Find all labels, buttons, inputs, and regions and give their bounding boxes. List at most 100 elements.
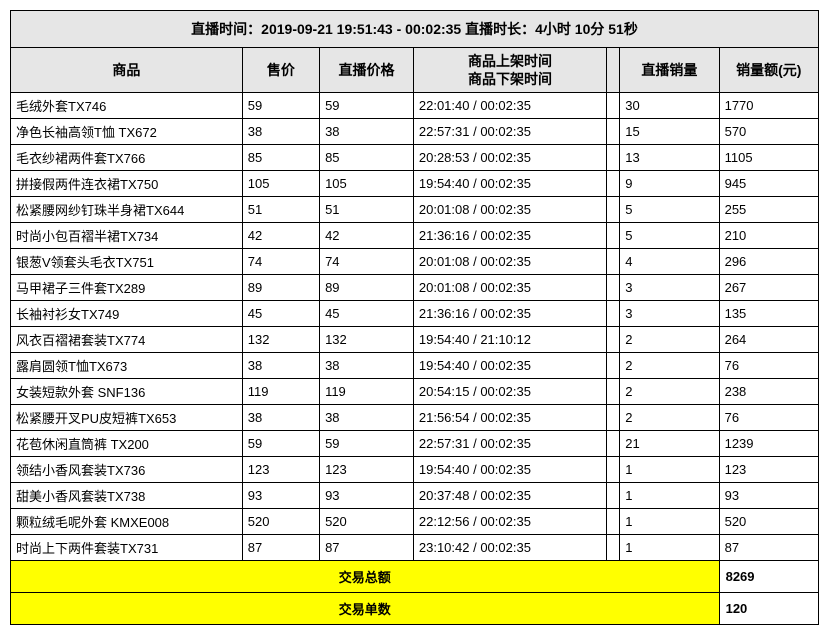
- cell-qty: 3: [620, 301, 719, 327]
- cell-price: 132: [242, 327, 319, 353]
- header-row: 商品 售价 直播价格 商品上架时间 商品下架时间 直播销量 销量额(元): [11, 48, 819, 93]
- cell-live_price: 59: [320, 431, 414, 457]
- cell-sep: [607, 119, 620, 145]
- cell-live_price: 87: [320, 535, 414, 561]
- cell-qty: 5: [620, 197, 719, 223]
- cell-qty: 15: [620, 119, 719, 145]
- cell-product: 马甲裙子三件套TX289: [11, 275, 243, 301]
- cell-price: 520: [242, 509, 319, 535]
- cell-price: 59: [242, 93, 319, 119]
- cell-time: 19:54:40 / 00:02:35: [413, 353, 606, 379]
- cell-live_price: 38: [320, 353, 414, 379]
- cell-sep: [607, 327, 620, 353]
- cell-price: 119: [242, 379, 319, 405]
- table-row: 净色长袖高领T恤 TX672383822:57:31 / 00:02:35155…: [11, 119, 819, 145]
- cell-product: 女装短款外套 SNF136: [11, 379, 243, 405]
- cell-product: 花苞休闲直筒裤 TX200: [11, 431, 243, 457]
- cell-qty: 2: [620, 353, 719, 379]
- table-row: 拼接假两件连衣裙TX75010510519:54:40 / 00:02:3599…: [11, 171, 819, 197]
- cell-product: 毛衣纱裙两件套TX766: [11, 145, 243, 171]
- cell-product: 颗粒绒毛呢外套 KMXE008: [11, 509, 243, 535]
- table-row: 露肩圆领T恤TX673383819:54:40 / 00:02:35276: [11, 353, 819, 379]
- cell-price: 45: [242, 301, 319, 327]
- table-row: 颗粒绒毛呢外套 KMXE00852052022:12:56 / 00:02:35…: [11, 509, 819, 535]
- cell-live_price: 74: [320, 249, 414, 275]
- cell-product: 领结小香风套装TX736: [11, 457, 243, 483]
- livestream-sales-table: 直播时间：2019-09-21 19:51:43 - 00:02:35 直播时长…: [10, 10, 819, 625]
- cell-live_price: 38: [320, 405, 414, 431]
- cell-product: 银葱V领套头毛衣TX751: [11, 249, 243, 275]
- cell-amt: 267: [719, 275, 818, 301]
- cell-time: 21:36:16 / 00:02:35: [413, 223, 606, 249]
- table-row: 银葱V领套头毛衣TX751747420:01:08 / 00:02:354296: [11, 249, 819, 275]
- cell-live_price: 93: [320, 483, 414, 509]
- cell-live_price: 42: [320, 223, 414, 249]
- table-row: 马甲裙子三件套TX289898920:01:08 / 00:02:353267: [11, 275, 819, 301]
- summary-total-label: 交易总额: [11, 561, 720, 593]
- cell-qty: 3: [620, 275, 719, 301]
- table-row: 女装短款外套 SNF13611911920:54:15 / 00:02:3522…: [11, 379, 819, 405]
- summary-total-row: 交易总额 8269: [11, 561, 819, 593]
- cell-live_price: 520: [320, 509, 414, 535]
- cell-time: 22:01:40 / 00:02:35: [413, 93, 606, 119]
- cell-sep: [607, 93, 620, 119]
- cell-product: 露肩圆领T恤TX673: [11, 353, 243, 379]
- cell-sep: [607, 301, 620, 327]
- cell-sep: [607, 249, 620, 275]
- cell-live_price: 59: [320, 93, 414, 119]
- cell-price: 89: [242, 275, 319, 301]
- cell-sep: [607, 171, 620, 197]
- cell-time: 23:10:42 / 00:02:35: [413, 535, 606, 561]
- col-product: 商品: [11, 48, 243, 93]
- cell-product: 时尚上下两件套装TX731: [11, 535, 243, 561]
- col-time-l1: 商品上架时间: [418, 52, 602, 70]
- cell-amt: 1239: [719, 431, 818, 457]
- start-time: 2019-09-21 19:51:43: [261, 21, 393, 37]
- cell-time: 22:57:31 / 00:02:35: [413, 431, 606, 457]
- col-live-price: 直播价格: [320, 48, 414, 93]
- cell-time: 20:28:53 / 00:02:35: [413, 145, 606, 171]
- table-row: 风衣百褶裙套装TX77413213219:54:40 / 21:10:12226…: [11, 327, 819, 353]
- cell-qty: 1: [620, 483, 719, 509]
- title-row: 直播时间：2019-09-21 19:51:43 - 00:02:35 直播时长…: [11, 11, 819, 48]
- table-row: 甜美小香风套装TX738939320:37:48 / 00:02:35193: [11, 483, 819, 509]
- cell-price: 59: [242, 431, 319, 457]
- cell-product: 毛绒外套TX746: [11, 93, 243, 119]
- cell-product: 甜美小香风套装TX738: [11, 483, 243, 509]
- cell-sep: [607, 431, 620, 457]
- cell-time: 20:01:08 / 00:02:35: [413, 275, 606, 301]
- cell-amt: 520: [719, 509, 818, 535]
- duration: 4小时 10分 51秒: [535, 21, 638, 37]
- cell-price: 87: [242, 535, 319, 561]
- summary-total-value: 8269: [719, 561, 818, 593]
- table-row: 花苞休闲直筒裤 TX200595922:57:31 / 00:02:352112…: [11, 431, 819, 457]
- table-row: 毛绒外套TX746595922:01:40 / 00:02:35301770: [11, 93, 819, 119]
- cell-sep: [607, 275, 620, 301]
- cell-price: 85: [242, 145, 319, 171]
- cell-amt: 255: [719, 197, 818, 223]
- cell-qty: 2: [620, 379, 719, 405]
- cell-time: 20:54:15 / 00:02:35: [413, 379, 606, 405]
- col-sep: [607, 48, 620, 93]
- cell-qty: 5: [620, 223, 719, 249]
- cell-live_price: 105: [320, 171, 414, 197]
- cell-amt: 570: [719, 119, 818, 145]
- cell-product: 净色长袖高领T恤 TX672: [11, 119, 243, 145]
- cell-amt: 238: [719, 379, 818, 405]
- cell-qty: 13: [620, 145, 719, 171]
- cell-sep: [607, 457, 620, 483]
- cell-amt: 76: [719, 353, 818, 379]
- cell-live_price: 45: [320, 301, 414, 327]
- title-prefix: 直播时间：: [191, 21, 261, 37]
- cell-live_price: 123: [320, 457, 414, 483]
- cell-product: 松紧腰网纱钉珠半身裙TX644: [11, 197, 243, 223]
- cell-sep: [607, 483, 620, 509]
- cell-product: 拼接假两件连衣裙TX750: [11, 171, 243, 197]
- cell-price: 42: [242, 223, 319, 249]
- cell-time: 20:37:48 / 00:02:35: [413, 483, 606, 509]
- cell-price: 93: [242, 483, 319, 509]
- cell-price: 38: [242, 119, 319, 145]
- cell-product: 长袖衬衫女TX749: [11, 301, 243, 327]
- cell-qty: 1: [620, 457, 719, 483]
- table-row: 松紧腰网纱钉珠半身裙TX644515120:01:08 / 00:02:3552…: [11, 197, 819, 223]
